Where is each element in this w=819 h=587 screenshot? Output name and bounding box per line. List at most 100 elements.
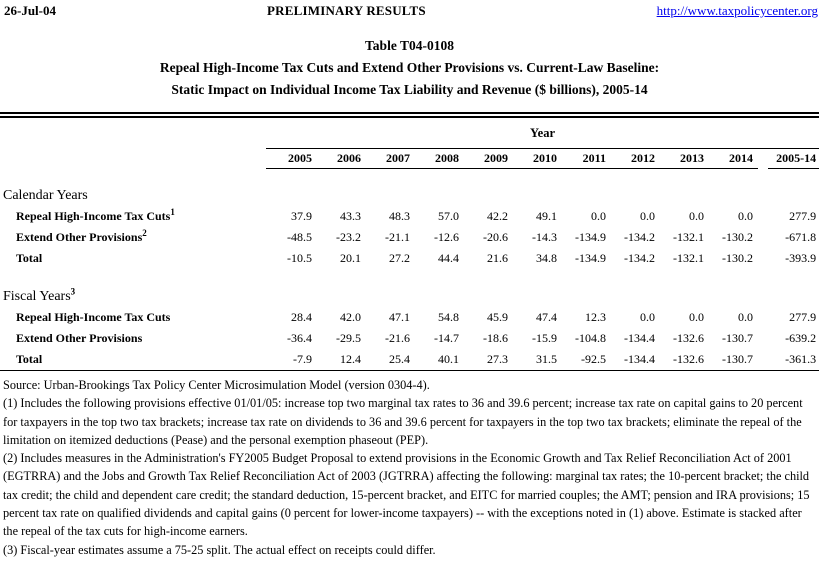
value-cell: 42.2: [487, 209, 508, 223]
value-cell: 40.1: [438, 352, 459, 366]
row-label-text: Repeal High-Income Tax Cuts: [16, 209, 171, 223]
value-cell: -92.5: [581, 352, 606, 366]
value-cell: -130.2: [722, 251, 753, 265]
results-table: Year 2005 2006 2007 2008 2009 2010 2011 2012 201…: [0, 118, 819, 370]
value-cell: -7.9: [293, 352, 312, 366]
value-cell: -132.1: [673, 251, 704, 265]
section-header: Fiscal Years3: [0, 269, 819, 307]
row-label-text: Extend Other Provisions: [16, 230, 143, 244]
footnote-3: (3) Fiscal-year estimates assume a 75-25…: [3, 542, 436, 557]
value-cell: -134.9: [575, 251, 606, 265]
footnote-marker: 2: [142, 228, 147, 238]
year-label-row: Year: [0, 118, 819, 148]
row-label: Total: [0, 248, 266, 269]
value-cell: -23.2: [336, 230, 361, 244]
value-cell: 42.0: [340, 310, 361, 324]
section-header: Calendar Years: [0, 168, 819, 206]
row-label-text: Total: [16, 352, 43, 366]
value-cell: 28.4: [291, 310, 312, 324]
stub-cell: [0, 148, 266, 168]
value-cell: -134.4: [624, 352, 655, 366]
footnote-marker: 3: [70, 286, 76, 297]
value-cell: 31.5: [536, 352, 557, 366]
footnote-marker: 1: [170, 207, 175, 217]
column-header-2005-14: 2005-14: [776, 150, 817, 165]
value-cell: -134.9: [575, 230, 606, 244]
value-cell: 49.1: [536, 209, 557, 223]
value-cell: 0.0: [640, 209, 655, 223]
column-header-2009: 2009: [484, 150, 508, 165]
column-header-2005: 2005: [288, 150, 312, 165]
value-cell: 0.0: [640, 310, 655, 324]
value-cell: 20.1: [340, 251, 361, 265]
bottom-rule: [0, 370, 819, 371]
section-label: Calendar Years: [3, 188, 88, 203]
column-header-2014: 2014: [729, 150, 753, 165]
section-header-row: Fiscal Years3: [0, 269, 819, 307]
value-cell: 12.3: [585, 310, 606, 324]
value-cell: 47.4: [536, 310, 557, 324]
value-cell: 34.8: [536, 251, 557, 265]
row-label-text: Extend Other Provisions: [16, 331, 143, 345]
value-cell: 45.9: [487, 310, 508, 324]
value-cell: 0.0: [689, 310, 704, 324]
value-cell: -21.6: [385, 331, 410, 345]
column-header-2012: 2012: [631, 150, 655, 165]
source-note: Source: Urban-Brookings Tax Policy Cente…: [3, 378, 430, 392]
table-row: Repeal High-Income Tax Cuts1 37.9 43.3 48.3…: [0, 206, 819, 227]
rule-below-total-column: [768, 168, 819, 169]
value-cell: 43.3: [340, 209, 361, 223]
value-cell: -15.9: [532, 331, 557, 345]
stub-cell: [0, 118, 266, 148]
table-title-line3: Static Impact on Individual Income Tax L…: [171, 82, 648, 97]
document-date: 26-Jul-04: [4, 3, 56, 18]
row-label: Extend Other Provisions2: [0, 227, 266, 248]
section-label: Fiscal Years: [3, 289, 71, 304]
value-cell: -104.8: [575, 331, 606, 345]
footnote-1: (1) Includes the following provisions ef…: [3, 396, 803, 447]
value-cell: 277.9: [789, 310, 817, 324]
value-cell: 48.3: [389, 209, 410, 223]
table-row: Repeal High-Income Tax Cuts 28.4 42.0 47.1 5…: [0, 307, 819, 328]
table-row: Extend Other Provisions -36.4 -29.5 -21.6 -1…: [0, 328, 819, 349]
value-cell: 0.0: [689, 209, 704, 223]
value-cell: 47.1: [389, 310, 410, 324]
preliminary-results-label: PRELIMINARY RESULTS: [267, 3, 426, 18]
value-cell: -393.9: [785, 251, 817, 265]
value-cell: -639.2: [785, 331, 817, 345]
footnotes: Source: Urban-Brookings Tax Policy Cente…: [0, 371, 819, 559]
row-label: Extend Other Provisions: [0, 328, 266, 349]
footnote-2: (2) Includes measures in the Administrat…: [3, 451, 810, 539]
double-rule: [0, 112, 819, 118]
value-cell: -10.5: [287, 251, 312, 265]
value-cell: 277.9: [789, 209, 817, 223]
value-cell: 27.3: [487, 352, 508, 366]
row-label: Repeal High-Income Tax Cuts1: [0, 206, 266, 227]
value-cell: 21.6: [487, 251, 508, 265]
rule-below-year-columns: [266, 168, 758, 169]
value-cell: 44.4: [438, 251, 459, 265]
results-table-wrap: Year 2005 2006 2007 2008 2009 2010 2011 2012 201…: [0, 118, 819, 370]
section-header-row: Calendar Years: [0, 168, 819, 206]
column-header-2013: 2013: [680, 150, 704, 165]
value-cell: -29.5: [336, 331, 361, 345]
value-cell: 0.0: [738, 310, 753, 324]
value-cell: -132.6: [673, 352, 704, 366]
value-cell: -132.6: [673, 331, 704, 345]
row-label: Repeal High-Income Tax Cuts: [0, 307, 266, 328]
taxpolicycenter-link[interactable]: http://www.taxpolicycenter.org: [656, 3, 818, 18]
value-cell: 12.4: [340, 352, 361, 366]
value-cell: 0.0: [591, 209, 606, 223]
rule-above-year-columns: [266, 148, 819, 149]
value-cell: -134.2: [624, 251, 655, 265]
value-cell: -18.6: [483, 331, 508, 345]
table-title-line2: Repeal High-Income Tax Cuts and Extend O…: [159, 60, 660, 75]
value-cell: -21.1: [385, 230, 410, 244]
value-cell: -14.3: [532, 230, 557, 244]
value-cell: 27.2: [389, 251, 410, 265]
value-cell: 54.8: [438, 310, 459, 324]
value-cell: 57.0: [438, 209, 459, 223]
value-cell: -36.4: [287, 331, 312, 345]
value-cell: -134.2: [624, 230, 655, 244]
